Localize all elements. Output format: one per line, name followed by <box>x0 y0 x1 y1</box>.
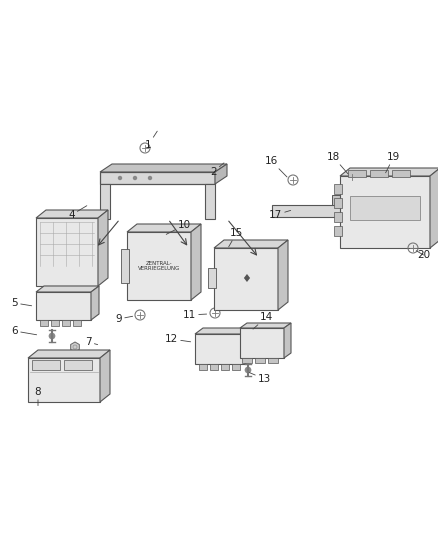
Text: 9: 9 <box>115 314 133 324</box>
Polygon shape <box>98 210 108 286</box>
Text: 18: 18 <box>327 152 348 174</box>
Bar <box>348 170 366 177</box>
Polygon shape <box>36 218 98 286</box>
Circle shape <box>148 176 152 180</box>
Polygon shape <box>214 248 278 310</box>
Polygon shape <box>191 224 201 300</box>
Text: 2: 2 <box>210 163 224 177</box>
Bar <box>40 320 48 326</box>
Polygon shape <box>36 210 108 218</box>
Polygon shape <box>71 342 79 352</box>
Text: 16: 16 <box>265 156 287 177</box>
Bar <box>210 364 218 370</box>
Polygon shape <box>100 172 215 184</box>
Text: 19: 19 <box>385 152 400 173</box>
Text: 4: 4 <box>68 206 87 220</box>
Polygon shape <box>36 292 91 320</box>
Text: 8: 8 <box>35 387 41 406</box>
Polygon shape <box>240 323 291 328</box>
Bar <box>59 286 75 293</box>
Polygon shape <box>100 184 110 219</box>
Polygon shape <box>340 168 438 176</box>
Polygon shape <box>127 224 201 232</box>
Bar <box>221 364 229 370</box>
Polygon shape <box>195 334 245 364</box>
Polygon shape <box>245 328 253 364</box>
Text: ♦: ♦ <box>241 274 251 284</box>
Polygon shape <box>195 328 253 334</box>
Polygon shape <box>430 168 438 248</box>
Bar <box>62 320 70 326</box>
Bar <box>242 358 252 363</box>
Bar <box>121 249 129 283</box>
Bar <box>73 320 81 326</box>
Text: 14: 14 <box>253 312 273 329</box>
Bar <box>334 212 342 222</box>
Text: 10: 10 <box>166 220 191 235</box>
Bar <box>268 358 278 363</box>
Bar <box>232 364 240 370</box>
Circle shape <box>134 176 137 180</box>
Bar <box>51 320 59 326</box>
Circle shape <box>245 367 251 373</box>
Text: 12: 12 <box>165 334 191 344</box>
Text: 17: 17 <box>269 210 291 220</box>
Polygon shape <box>332 195 344 205</box>
Polygon shape <box>240 328 284 358</box>
Polygon shape <box>284 323 291 358</box>
Polygon shape <box>100 164 227 172</box>
Polygon shape <box>214 240 288 248</box>
Polygon shape <box>272 205 344 217</box>
Bar <box>334 198 342 208</box>
Bar <box>255 358 265 363</box>
Text: 11: 11 <box>183 310 207 320</box>
Text: 1: 1 <box>145 131 157 150</box>
Bar <box>334 184 342 194</box>
Polygon shape <box>91 286 99 320</box>
Text: 5: 5 <box>11 298 32 308</box>
Text: 6: 6 <box>11 326 37 336</box>
Polygon shape <box>28 358 100 402</box>
Text: 13: 13 <box>249 373 271 384</box>
Bar <box>199 364 207 370</box>
Polygon shape <box>127 232 191 300</box>
Text: 15: 15 <box>229 228 243 247</box>
Bar <box>208 268 216 288</box>
Polygon shape <box>28 350 110 358</box>
Bar <box>334 226 342 236</box>
Circle shape <box>49 333 55 339</box>
Text: 20: 20 <box>416 250 430 260</box>
Text: 7: 7 <box>85 337 98 347</box>
Polygon shape <box>340 176 430 248</box>
Bar <box>350 196 420 220</box>
Bar <box>32 360 60 370</box>
Text: ZENTRAL-
VERRIEGELUNG: ZENTRAL- VERRIEGELUNG <box>138 261 180 271</box>
Polygon shape <box>215 164 227 184</box>
Polygon shape <box>205 184 215 219</box>
Bar <box>370 170 388 177</box>
Polygon shape <box>36 286 99 292</box>
Polygon shape <box>100 350 110 402</box>
Bar <box>64 360 92 370</box>
Polygon shape <box>278 240 288 310</box>
Bar <box>392 170 410 177</box>
Circle shape <box>119 176 121 180</box>
